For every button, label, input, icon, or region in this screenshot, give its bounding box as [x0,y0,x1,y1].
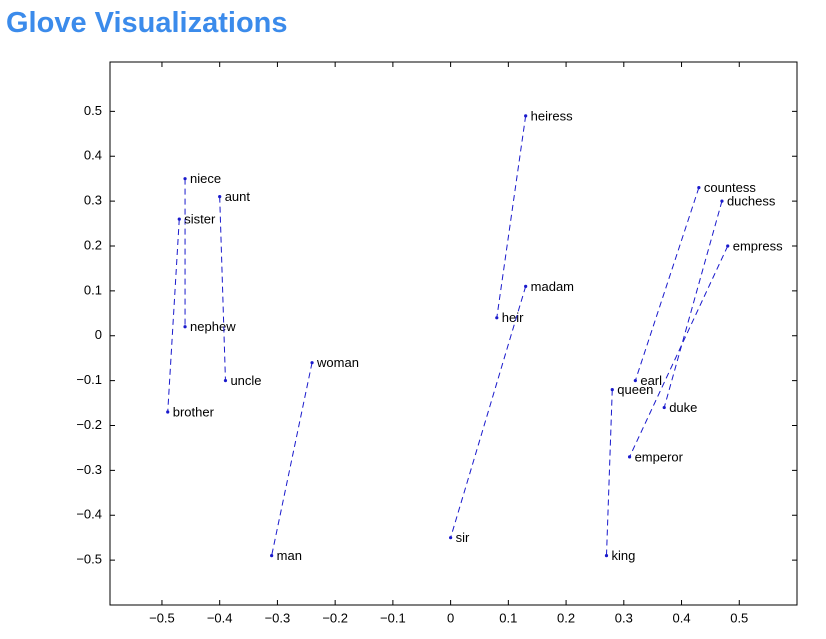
word-point [627,455,632,459]
word-point [610,387,614,392]
x-tick-label: 0.5 [730,610,748,625]
word-label: sister [184,212,216,227]
y-tick-label: 0.3 [84,193,102,208]
word-label: nephew [190,319,236,334]
word-point [524,284,528,288]
y-tick-label: −0.4 [76,507,102,522]
word-label: countess [704,180,757,195]
y-tick-label: −0.3 [76,462,102,477]
word-point [310,361,314,365]
y-tick-label: −0.5 [76,552,102,567]
word-label: king [611,548,635,563]
word-point [449,536,453,540]
word-label: emperor [635,449,684,464]
word-point [218,195,222,199]
pair-link [271,362,313,556]
word-point [604,554,609,558]
word-point [223,379,228,383]
word-point [726,244,730,248]
x-tick-label: −0.1 [380,610,406,625]
word-label: woman [316,355,359,370]
word-label: duke [669,400,697,415]
pair-link [634,187,700,381]
word-label: aunt [225,189,251,204]
word-point [183,325,187,329]
word-label: niece [190,171,221,186]
word-point [720,199,724,203]
word-label: queen [617,382,653,397]
x-tick-label: 0.3 [615,610,633,625]
pair-link [663,200,723,408]
word-point [183,177,187,181]
pair-link [605,389,613,556]
pair-link [629,245,729,458]
x-tick-label: 0 [447,610,454,625]
word-label: heir [502,310,524,325]
word-label: brother [173,404,215,419]
x-tick-label: 0.4 [672,610,690,625]
x-tick-label: 0.2 [557,610,575,625]
x-tick-label: −0.2 [322,610,348,625]
x-tick-label: −0.4 [207,610,233,625]
y-tick-label: 0.5 [84,103,102,118]
word-label: duchess [727,194,776,209]
y-tick-label: 0.4 [84,148,102,163]
word-label: heiress [531,108,573,123]
y-tick-label: 0.1 [84,282,102,297]
pair-link [450,286,527,538]
x-tick-label: −0.3 [265,610,291,625]
y-tick-label: −0.2 [76,417,102,432]
x-tick-label: −0.5 [149,610,175,625]
word-point [662,405,666,410]
word-label: sir [456,530,470,545]
word-point [177,217,181,221]
word-point [495,316,499,320]
word-label: earl [640,373,662,388]
chart-title: Glove Visualizations [6,7,288,39]
y-tick-label: 0.2 [84,237,102,252]
plot-frame [109,61,798,606]
word-point [524,114,528,118]
word-point [270,554,274,558]
pair-link [167,219,180,413]
y-tick-label: −0.1 [76,372,102,387]
word-label: empress [733,238,783,253]
y-tick-label: 0 [95,327,102,342]
pair-link [219,196,226,381]
pair-link [496,115,527,318]
word-label: uncle [230,373,261,388]
word-point [697,186,701,190]
x-tick-label: 0.1 [499,610,517,625]
word-label: madam [531,279,574,294]
word-label: man [277,548,302,563]
word-point [166,410,170,414]
word-point [633,379,637,383]
